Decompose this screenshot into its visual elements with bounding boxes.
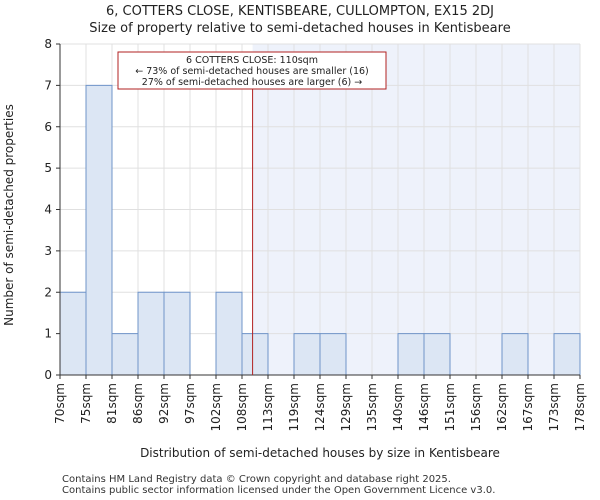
footer-licence: Contains public sector information licen… xyxy=(62,485,496,496)
y-tick-label: 6 xyxy=(44,120,52,134)
x-tick-label: 119sqm xyxy=(287,383,301,431)
histogram-bar xyxy=(241,333,269,376)
x-tick-label: 81sqm xyxy=(105,383,119,424)
x-tick-label: 70sqm xyxy=(53,383,67,424)
x-tick-label: 92sqm xyxy=(157,383,171,424)
y-tick-label: 7 xyxy=(44,78,52,92)
histogram-bar xyxy=(215,291,243,376)
annotation-text: 6 COTTERS CLOSE: 110sqm xyxy=(186,55,318,66)
x-tick-label: 156sqm xyxy=(469,383,483,431)
histogram-bar xyxy=(423,333,451,376)
histogram-chart: 0 1 2 3 4 5 6 7 8 70sqm 75sqm 81sqm 86sqm 92sqm 97sqm 1… xyxy=(2,37,587,460)
x-tick-label: 151sqm xyxy=(443,383,457,431)
y-tick-label: 8 xyxy=(44,37,52,51)
histogram-bar xyxy=(553,333,581,376)
histogram-bar xyxy=(163,291,191,376)
x-tick-label: 86sqm xyxy=(131,383,145,424)
x-tick-label: 102sqm xyxy=(209,383,223,431)
y-tick-label: 1 xyxy=(44,327,52,341)
x-axis-label: Distribution of semi-detached houses by … xyxy=(140,446,500,460)
histogram-bar xyxy=(293,333,321,376)
histogram-bar xyxy=(59,291,87,376)
footer-copyright: Contains HM Land Registry data © Crown c… xyxy=(62,474,451,485)
x-tick-label: 108sqm xyxy=(235,383,249,431)
chart-subtitle: Size of property relative to semi-detach… xyxy=(89,21,511,36)
y-tick-label: 4 xyxy=(44,203,52,217)
x-tick-label: 162sqm xyxy=(495,383,509,431)
histogram-bar xyxy=(85,84,113,376)
x-tick-label: 135sqm xyxy=(365,383,379,431)
annotation-text: 27% of semi-detached houses are larger (… xyxy=(142,77,362,88)
x-tick-label: 129sqm xyxy=(339,383,353,431)
y-tick-label: 0 xyxy=(44,368,52,382)
chart-title: 6, COTTERS CLOSE, KENTISBEARE, CULLOMPTO… xyxy=(106,4,494,19)
x-tick-label: 124sqm xyxy=(313,383,327,431)
x-tick-label: 173sqm xyxy=(547,383,561,431)
y-tick-label: 3 xyxy=(44,244,52,258)
y-tick-label: 2 xyxy=(44,285,52,299)
x-tick-label: 146sqm xyxy=(417,383,431,431)
annotation-box xyxy=(117,51,387,90)
x-tick-label: 178sqm xyxy=(573,383,587,431)
y-axis-label: Number of semi-detached properties xyxy=(2,104,16,326)
histogram-bar xyxy=(111,333,139,376)
histogram-bar xyxy=(501,333,529,376)
x-tick-label: 167sqm xyxy=(521,383,535,431)
x-tick-label: 140sqm xyxy=(391,383,405,431)
x-tick-label: 75sqm xyxy=(79,383,93,424)
histogram-bar xyxy=(319,333,347,376)
annotation-text: ← 73% of semi-detached houses are smalle… xyxy=(135,66,369,77)
x-tick-label: 113sqm xyxy=(261,383,275,431)
histogram-bar xyxy=(137,291,165,376)
y-tick-label: 5 xyxy=(44,161,52,175)
x-tick-label: 97sqm xyxy=(183,383,197,424)
histogram-bar xyxy=(397,333,425,376)
